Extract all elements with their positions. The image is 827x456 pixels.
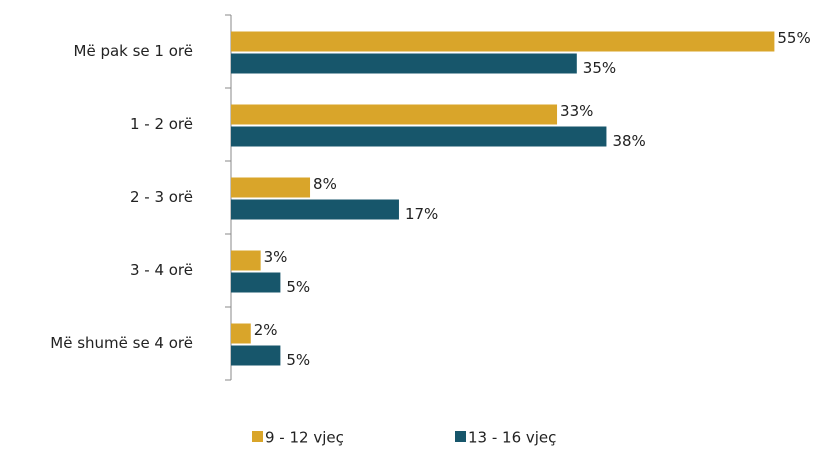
bar: [231, 31, 775, 52]
bar: [231, 177, 311, 198]
category-label: Më pak se 1 orë: [74, 42, 193, 60]
bar: [231, 126, 607, 147]
value-label: 5%: [286, 351, 310, 369]
value-label: 2%: [254, 321, 278, 339]
bar: [231, 199, 399, 220]
value-label: 8%: [313, 175, 337, 193]
bar: [231, 104, 558, 125]
value-label: 33%: [560, 102, 593, 120]
legend-swatch: [252, 431, 263, 442]
legend-label: 9 - 12 vjeç: [265, 429, 344, 447]
category-label: 2 - 3 orë: [130, 188, 193, 206]
legend-label: 13 - 16 vjeç: [468, 429, 556, 447]
legend-swatch: [455, 431, 466, 442]
value-label: 3%: [264, 248, 288, 266]
bar: [231, 250, 261, 271]
value-label: 38%: [612, 132, 645, 150]
bar: [231, 345, 281, 366]
bar: [231, 323, 251, 344]
value-label: 35%: [583, 59, 616, 77]
bar: [231, 53, 577, 74]
value-label: 5%: [286, 278, 310, 296]
value-label: 55%: [777, 29, 810, 47]
category-label: Më shumë se 4 orë: [50, 334, 193, 352]
category-label: 1 - 2 orë: [130, 115, 193, 133]
bar: [231, 272, 281, 293]
category-label: 3 - 4 orë: [130, 261, 193, 279]
value-label: 17%: [405, 205, 438, 223]
